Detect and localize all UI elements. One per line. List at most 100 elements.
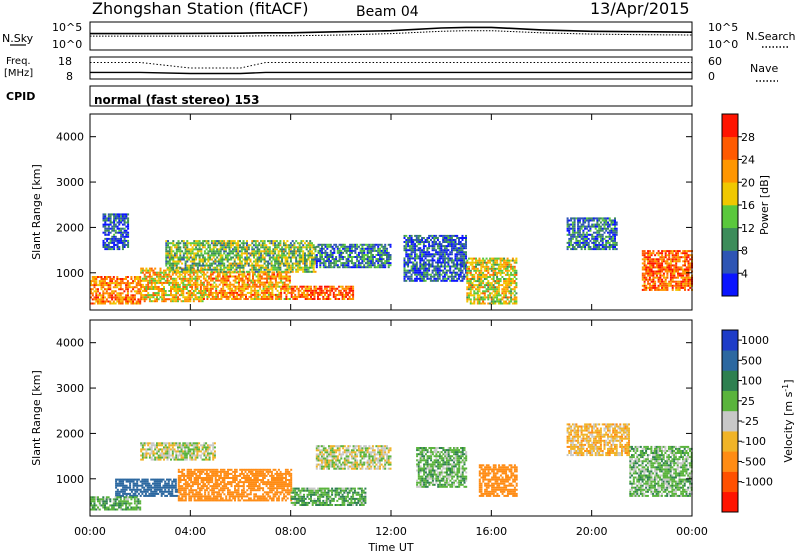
heatmap-cell — [186, 268, 189, 271]
freq-label-1: Freq. — [6, 56, 31, 67]
heatmap-cell — [354, 262, 357, 265]
heatmap-cell — [318, 289, 321, 292]
heatmap-cell — [673, 264, 676, 267]
heatmap-cell — [603, 227, 606, 230]
heatmap-cell — [168, 248, 171, 251]
heatmap-cell — [246, 273, 249, 276]
heatmap-cell — [419, 261, 422, 264]
heatmap-cell — [304, 258, 306, 261]
heatmap-cell — [246, 244, 248, 247]
heatmap-cell — [171, 281, 174, 284]
heatmap-cell — [147, 283, 150, 286]
heatmap-cell — [294, 298, 297, 300]
heatmap-cell — [421, 259, 424, 262]
heatmap-cell — [382, 258, 385, 261]
heatmap-cell — [326, 243, 329, 246]
heatmap-cell — [189, 296, 192, 299]
heatmap-cell — [450, 259, 453, 262]
heatmap-cell — [497, 257, 500, 260]
heatmap-cell — [240, 250, 243, 253]
heatmap-cell — [157, 298, 160, 301]
heatmap-cell — [431, 275, 434, 278]
heatmap-cell — [274, 281, 277, 284]
heatmap-cell — [189, 252, 192, 255]
heatmap-cell — [215, 298, 218, 300]
heatmap-cell — [497, 302, 500, 305]
heatmap-cell — [198, 254, 201, 257]
heatmap-cell — [133, 298, 136, 301]
heatmap-cell — [568, 241, 571, 244]
heatmap-cell — [379, 266, 381, 269]
heatmap-cell — [216, 291, 219, 294]
heatmap-cell — [211, 279, 214, 282]
heatmap-cell — [239, 254, 241, 257]
heatmap-cell — [596, 225, 599, 228]
heatmap-cell — [684, 254, 686, 257]
heatmap-cell — [407, 241, 410, 243]
heatmap-cell — [476, 273, 479, 276]
heatmap-cell — [285, 285, 288, 288]
heatmap-cell — [232, 298, 235, 300]
heatmap-cell — [196, 281, 199, 284]
heatmap-cell — [414, 271, 417, 274]
heatmap-cell — [267, 287, 270, 290]
heatmap-cell — [476, 290, 479, 293]
heatmap-cell — [236, 285, 239, 288]
heatmap-cell — [284, 248, 287, 251]
heatmap-cell — [255, 291, 258, 294]
heatmap-cell — [264, 293, 267, 296]
heatmap-cell — [568, 233, 571, 236]
station-title: Zhongshan Station (fitACF) — [92, 0, 309, 18]
heatmap-cell — [459, 265, 462, 268]
heatmap-cell — [95, 284, 98, 287]
heatmap-cell — [123, 278, 126, 280]
heatmap-cell — [489, 284, 492, 287]
heatmap-cell — [284, 260, 287, 263]
heatmap-cell — [271, 285, 274, 288]
heatmap-cell — [304, 293, 307, 296]
heatmap-cell — [489, 286, 492, 289]
heatmap-cell — [473, 300, 476, 303]
heatmap-cell — [652, 258, 655, 261]
heatmap-cell — [194, 286, 197, 288]
heatmap-cell — [145, 277, 148, 280]
heatmap-cell — [262, 298, 265, 300]
heatmap-cell — [648, 250, 651, 253]
heatmap-cell — [278, 293, 281, 296]
heatmap-cell — [212, 266, 215, 269]
heatmap-cell — [364, 254, 367, 256]
heatmap-cell — [210, 248, 213, 251]
heatmap-cell — [311, 258, 313, 261]
heatmap-cell — [471, 294, 474, 297]
heatmap-cell — [202, 281, 205, 284]
heatmap-cell — [407, 237, 410, 239]
heatmap-cell — [228, 268, 231, 271]
heatmap-cell — [324, 243, 327, 246]
heatmap-cell — [118, 288, 121, 291]
heatmap-cell — [359, 264, 362, 267]
heatmap-cell — [592, 231, 595, 234]
heatmap-cell — [240, 248, 243, 251]
heatmap-cell — [140, 288, 143, 290]
heatmap-cell — [458, 257, 460, 260]
heatmap-cell — [125, 288, 128, 291]
heatmap-cell — [293, 262, 296, 265]
heatmap-cell — [496, 290, 499, 293]
heatmap-cell — [422, 265, 425, 268]
heatmap-cell — [261, 266, 264, 269]
heatmap-cell — [219, 256, 222, 259]
heatmap-cell — [177, 262, 180, 265]
heatmap-cell — [577, 246, 580, 248]
heatmap-cell — [466, 259, 469, 262]
heatmap-cell — [366, 247, 369, 250]
heatmap-cell — [298, 266, 301, 269]
heatmap-cell — [214, 252, 217, 255]
heatmap-cell — [662, 276, 665, 279]
heatmap-cell — [347, 256, 350, 258]
heatmap-cell — [657, 272, 660, 275]
heatmap-cell — [185, 286, 188, 288]
heatmap-cell — [403, 267, 406, 270]
heatmap-cell — [143, 275, 146, 278]
heatmap-cell — [450, 277, 453, 280]
heatmap-cell — [218, 289, 221, 292]
